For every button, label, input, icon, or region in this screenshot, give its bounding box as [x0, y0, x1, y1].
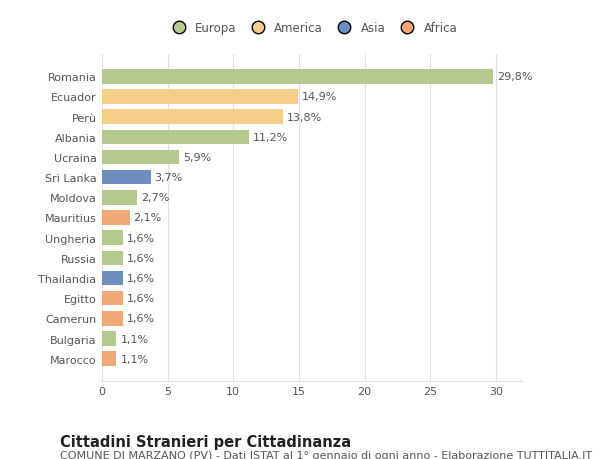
Bar: [102, 352, 116, 366]
Bar: [102, 151, 179, 165]
Text: COMUNE DI MARZANO (PV) - Dati ISTAT al 1° gennaio di ogni anno - Elaborazione TU: COMUNE DI MARZANO (PV) - Dati ISTAT al 1…: [60, 450, 592, 459]
Text: 5,9%: 5,9%: [184, 153, 212, 162]
Bar: [102, 90, 298, 105]
Bar: [102, 130, 249, 145]
Text: 1,6%: 1,6%: [127, 253, 155, 263]
Text: 11,2%: 11,2%: [253, 133, 288, 142]
Text: 2,7%: 2,7%: [142, 193, 170, 203]
Text: Cittadini Stranieri per Cittadinanza: Cittadini Stranieri per Cittadinanza: [60, 434, 351, 449]
Text: 29,8%: 29,8%: [497, 72, 533, 82]
Text: 1,6%: 1,6%: [127, 233, 155, 243]
Text: 1,1%: 1,1%: [121, 354, 149, 364]
Bar: [102, 251, 123, 265]
Bar: [102, 291, 123, 306]
Bar: [102, 190, 137, 205]
Bar: [102, 331, 116, 346]
Bar: [102, 271, 123, 285]
Text: 14,9%: 14,9%: [302, 92, 337, 102]
Text: 1,6%: 1,6%: [127, 294, 155, 303]
Legend: Europa, America, Asia, Africa: Europa, America, Asia, Africa: [163, 19, 461, 39]
Bar: [102, 171, 151, 185]
Text: 2,1%: 2,1%: [133, 213, 162, 223]
Text: 13,8%: 13,8%: [287, 112, 322, 123]
Text: 3,7%: 3,7%: [155, 173, 183, 183]
Bar: [102, 70, 493, 84]
Text: 1,1%: 1,1%: [121, 334, 149, 344]
Text: 1,6%: 1,6%: [127, 274, 155, 283]
Bar: [102, 311, 123, 326]
Bar: [102, 211, 130, 225]
Text: 1,6%: 1,6%: [127, 313, 155, 324]
Bar: [102, 231, 123, 246]
Bar: [102, 110, 283, 125]
